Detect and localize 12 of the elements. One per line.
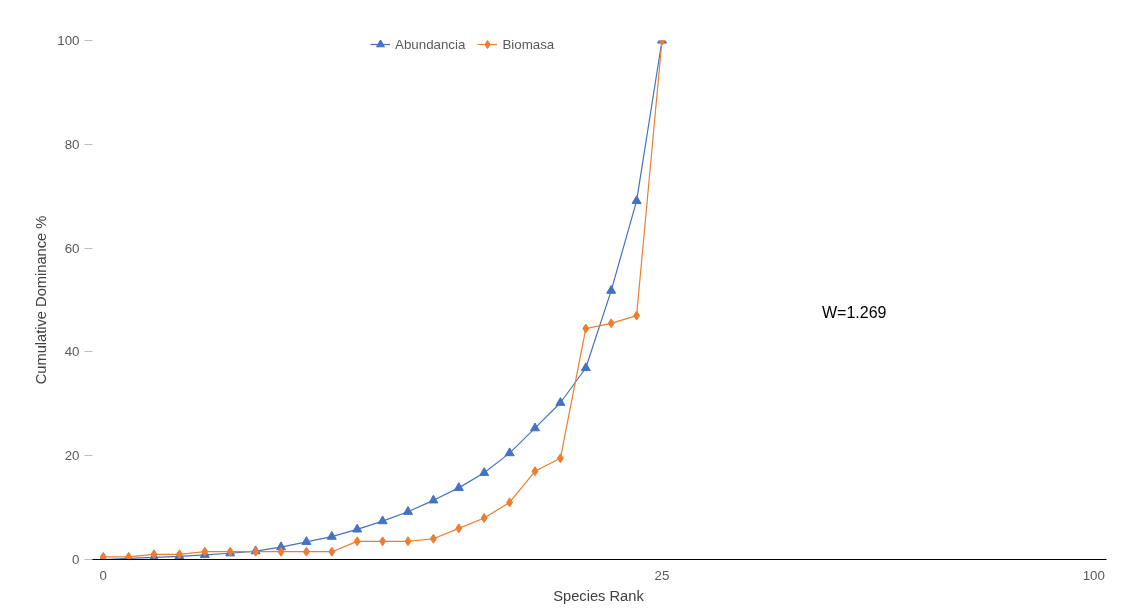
y-tick-label: 0 bbox=[72, 552, 80, 567]
y-axis-title: Cumulative Dominance % bbox=[33, 215, 50, 385]
annotation: W=1.269 bbox=[822, 303, 887, 321]
x-tick-label: 100 bbox=[1082, 567, 1105, 583]
y-tick-label: 100 bbox=[57, 33, 80, 48]
x-tick-label: 25 bbox=[654, 567, 670, 583]
x-axis-title: Species Rank bbox=[553, 587, 645, 604]
y-tick-label: 80 bbox=[64, 136, 80, 152]
y-tick-label: 40 bbox=[64, 344, 80, 360]
y-tick-label: 20 bbox=[64, 448, 80, 464]
y-tick-label: 60 bbox=[64, 240, 80, 256]
x-tick-label: 0 bbox=[99, 567, 107, 583]
